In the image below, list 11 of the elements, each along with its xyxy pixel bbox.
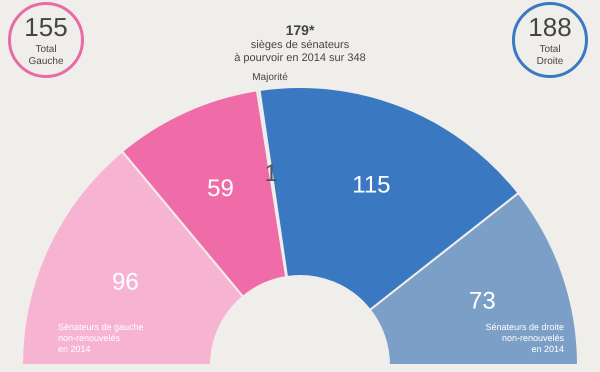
- text: 188 Total Droite: [528, 12, 572, 68]
- data-label: 1: [264, 160, 278, 187]
- text: 155 Total Gauche: [24, 12, 68, 68]
- data-label: 96: [112, 268, 139, 296]
- data-label: 73: [468, 288, 496, 314]
- data-label: 59: [207, 174, 234, 202]
- text: Sénateurs de droite non-renouvelés en 2014: [484, 322, 564, 354]
- text: Majorité: [251, 72, 289, 84]
- data-label: 115: [352, 171, 391, 198]
- text: Sénateurs de gauche non-renouvelés en 2014: [58, 322, 145, 354]
- text: 179* sièges de sénateurs à pourvoir en 2014 sur 348: [233, 22, 367, 66]
